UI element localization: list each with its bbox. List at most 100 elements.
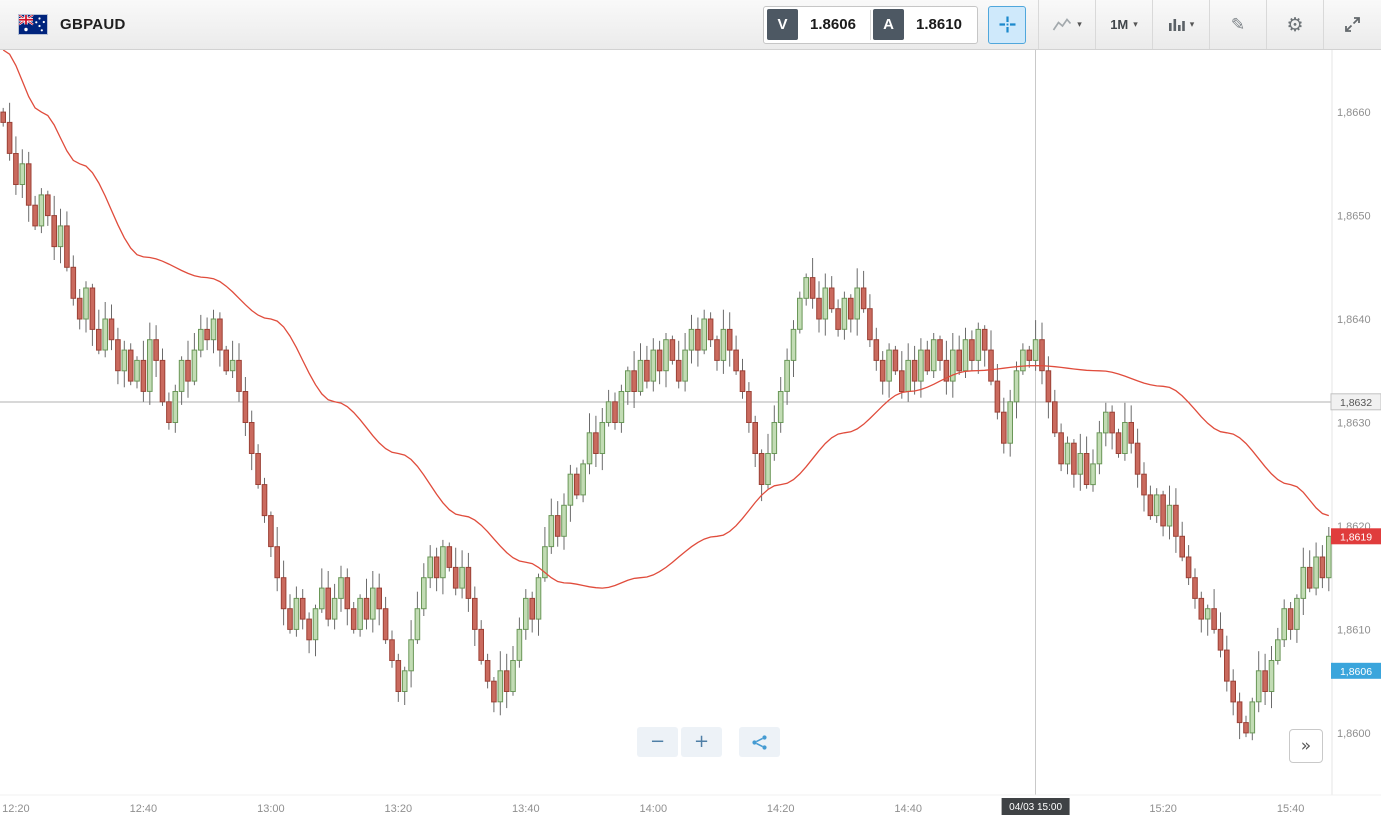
candle-body [459,566,465,589]
candle-body [121,349,128,372]
zoom-in-button[interactable]: + [681,727,722,757]
candle-body [421,577,427,610]
expand-button[interactable] [1324,0,1381,49]
zoom-out-button[interactable]: − [637,727,678,757]
candle-body [1255,670,1262,703]
candle-body [1173,504,1179,537]
candle-body [172,391,179,423]
candle-body [408,639,414,672]
svg-text:1,8632: 1,8632 [1340,397,1372,409]
time-axis-label: 13:00 [257,803,285,815]
candle-body [809,277,816,299]
candle-body [452,566,459,589]
crosshair-tool-button[interactable] [988,5,1026,44]
crosshair-icon [999,16,1015,33]
candle-body [561,504,567,537]
expand-icon [1345,17,1360,32]
candle-body [57,225,64,248]
candle-body [1013,370,1020,403]
candle-body [675,359,682,382]
time-axis-label: 14:20 [767,803,795,815]
candle-body [102,318,109,351]
price-axis-label: 1,8600 [1337,728,1371,740]
candle-body [523,597,529,630]
candle-body [1026,349,1033,361]
candle-body [1319,556,1326,579]
candle-body [848,297,854,320]
candle-body [580,463,586,496]
chart-type-button[interactable]: ▾ [1039,0,1096,49]
tool-strip: ▾ 1M ▾ ▾ ✎ [1038,0,1381,49]
candle-body [70,266,77,299]
candle-body [1192,577,1198,599]
candle-body [45,194,51,217]
candle-body [248,422,255,454]
candle-body [835,308,841,330]
candle-body [1147,494,1154,517]
sell-button[interactable]: V [767,9,798,40]
last-price-label: 1,8619 [1331,528,1381,545]
reference-price-label: 1,8632 [1330,393,1381,411]
candle-body [988,349,994,382]
indicator-bars-icon [1168,19,1185,31]
candle-body [1103,411,1109,434]
candle-body [873,339,880,361]
price-axis-label: 1,8650 [1337,211,1371,223]
candle-body [529,597,536,620]
drawing-tools-button[interactable]: ✎ [1210,0,1267,49]
settings-button[interactable]: ⚙ [1267,0,1324,49]
buy-button[interactable]: A [873,9,904,40]
share-button[interactable] [739,727,780,757]
candle-body [797,297,803,330]
candle-body [828,287,835,310]
candle-body [382,608,389,641]
candle-body [784,359,790,392]
time-axis-label: 15:40 [1277,803,1305,815]
candle-body [350,608,357,630]
candle-body [1268,660,1275,692]
candle-body [299,597,306,620]
candle-body [1300,566,1307,599]
sell-price: 1.8606 [810,16,856,33]
candle-body [612,401,618,423]
candle-body [879,359,886,382]
candle-body [433,556,440,579]
candle-body [1115,432,1122,454]
candle-body [1064,442,1071,465]
candle-body [134,359,140,382]
candle-body [1217,628,1224,651]
candle-body [1045,370,1052,403]
candle-body [682,349,688,382]
candle-body [32,204,38,227]
candle-body [1306,566,1313,589]
candle-body [1326,535,1332,579]
candle-body [13,153,19,185]
candle-body [822,287,829,320]
collapse-axis-button[interactable]: » [1289,729,1323,763]
candle-body [841,297,848,330]
gear-icon: ⚙ [1286,13,1304,36]
candle-body [217,318,223,351]
candle-body [994,380,1001,413]
candle-body [911,359,918,382]
indicators-button[interactable]: ▾ [1153,0,1210,49]
candle-body [892,349,899,372]
candle-body [287,608,293,630]
candle-body [950,349,956,382]
candle-body [1153,494,1160,517]
candle-body [319,587,325,610]
candle-body [38,194,45,227]
candle-body [746,391,752,423]
price-chart[interactable]: 1,86601,86501,86401,86301,86201,86101,86… [0,50,1381,826]
candle-body [720,328,727,361]
candle-body [312,608,319,641]
candle-body [478,628,484,661]
candle-body [325,587,331,620]
chart-area: 1,8660 1,8650 1,8640 1,8630 1,8620 1,8610 1,86… [0,50,1381,826]
candle-body [1109,411,1115,434]
timeframe-button[interactable]: 1M ▾ [1096,0,1153,49]
candle-body [1141,473,1147,496]
sell-price-label: 1,8606 [1331,662,1381,679]
candle-body [331,597,338,620]
chevron-down-icon: ▾ [1189,19,1195,30]
